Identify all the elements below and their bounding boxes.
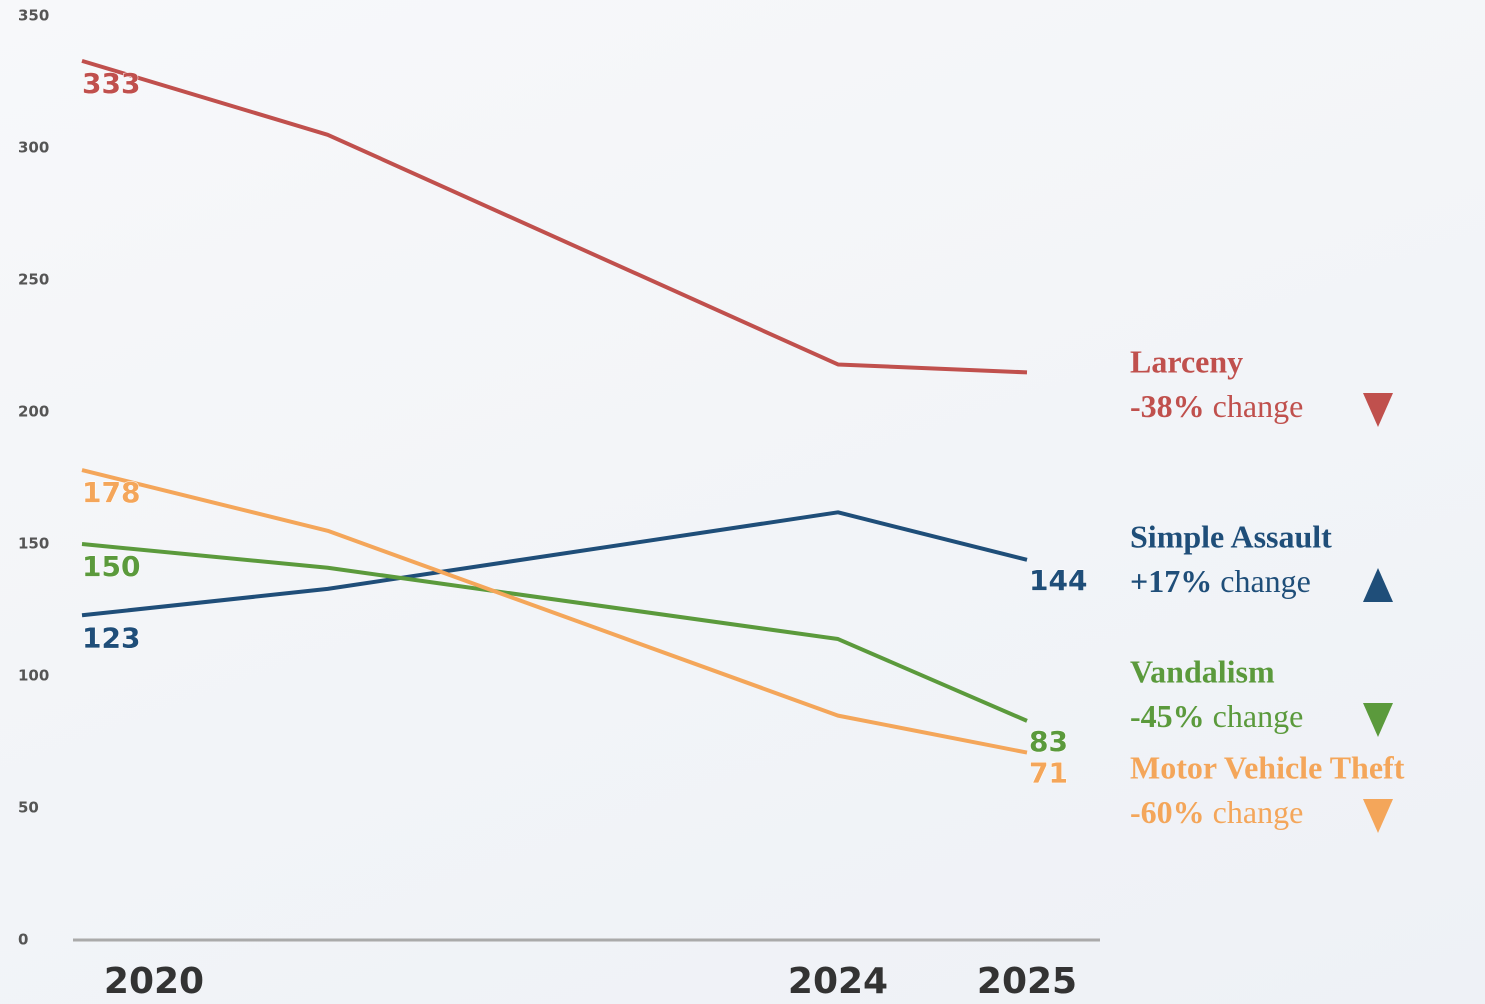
y-tick-label: 200 xyxy=(18,403,49,421)
change-word: change xyxy=(1213,388,1304,424)
change-word: change xyxy=(1213,698,1304,734)
y-tick-label: 100 xyxy=(18,667,49,685)
y-tick-label: 0 xyxy=(18,931,28,949)
x-tick-label: 2025 xyxy=(977,961,1077,1002)
series-line xyxy=(81,468,1028,755)
y-tick-label: 350 xyxy=(18,7,49,25)
change-value: -38% xyxy=(1130,388,1205,424)
legend-change: -45% change xyxy=(1130,698,1303,734)
x-tick-label: 2020 xyxy=(104,961,204,1002)
value-label: 71 xyxy=(1029,757,1068,790)
triangle-down xyxy=(1363,703,1393,737)
change-value: +17% xyxy=(1130,563,1212,599)
value-label: 150 xyxy=(82,550,140,583)
y-tick-label: 50 xyxy=(18,799,39,817)
triangle-down xyxy=(1363,393,1393,427)
value-label: 178 xyxy=(82,476,140,509)
y-tick-label: 300 xyxy=(18,139,49,157)
legend-change: -38% change xyxy=(1130,388,1303,424)
series-line xyxy=(81,58,1028,375)
change-word: change xyxy=(1213,794,1304,830)
legend-change: +17% change xyxy=(1130,563,1311,599)
value-label: 123 xyxy=(82,621,140,654)
legend-change: -60% change xyxy=(1130,794,1303,830)
y-tick-label: 150 xyxy=(18,535,49,553)
legend-name: Vandalism xyxy=(1130,653,1275,689)
series-line xyxy=(81,510,1028,618)
change-word: change xyxy=(1220,563,1311,599)
triangle-up xyxy=(1363,568,1393,602)
legend-name: Larceny xyxy=(1130,343,1243,379)
change-value: -60% xyxy=(1130,794,1205,830)
triangle-down xyxy=(1363,799,1393,833)
x-tick-label: 2024 xyxy=(788,961,888,1002)
series-line xyxy=(81,542,1028,723)
legend-name: Simple Assault xyxy=(1130,518,1332,554)
change-value: -45% xyxy=(1130,698,1205,734)
legend-name: Motor Vehicle Theft xyxy=(1130,749,1405,785)
value-label: 144 xyxy=(1029,564,1087,597)
value-label: 333 xyxy=(82,67,140,100)
value-label: 83 xyxy=(1029,725,1068,758)
y-tick-label: 250 xyxy=(18,271,49,289)
